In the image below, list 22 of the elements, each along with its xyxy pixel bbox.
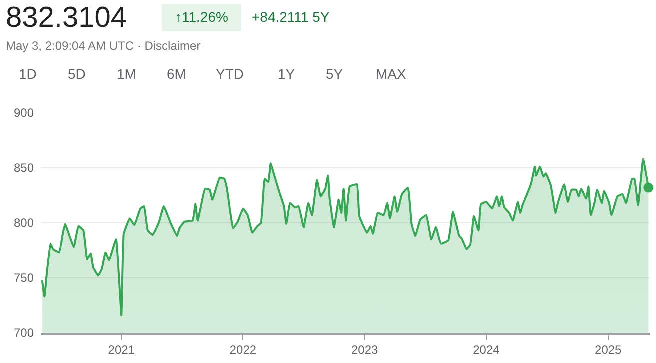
- x-tick-label: 2024: [473, 343, 500, 358]
- text: 1M: [117, 66, 136, 82]
- y-tick-label: 850: [14, 161, 34, 176]
- y-tick-label: 750: [14, 271, 34, 286]
- text: MAX: [376, 66, 407, 82]
- x-tick-label: 2021: [108, 343, 136, 358]
- text: 5D: [68, 66, 86, 82]
- x-tick-label: 2023: [351, 343, 378, 358]
- y-tick-label: 900: [14, 106, 34, 120]
- y-tick-label: 700: [14, 326, 34, 340]
- text: 1D: [19, 66, 37, 82]
- text: ↑11.26%: [175, 9, 228, 25]
- x-tick-label: 2022: [230, 343, 257, 358]
- text: 1Y: [278, 66, 296, 82]
- text: YTD: [216, 66, 244, 82]
- text: 6M: [167, 66, 186, 82]
- x-tick-label: 2025: [595, 343, 622, 358]
- text: +84.2111 5Y: [252, 9, 330, 25]
- chart-title: 832.3104: [6, 2, 127, 34]
- text: May 3, 2:09:04 AM UTC · Disclaimer: [6, 39, 201, 53]
- text: 5Y: [326, 66, 344, 82]
- y-tick-label: 800: [14, 216, 34, 230]
